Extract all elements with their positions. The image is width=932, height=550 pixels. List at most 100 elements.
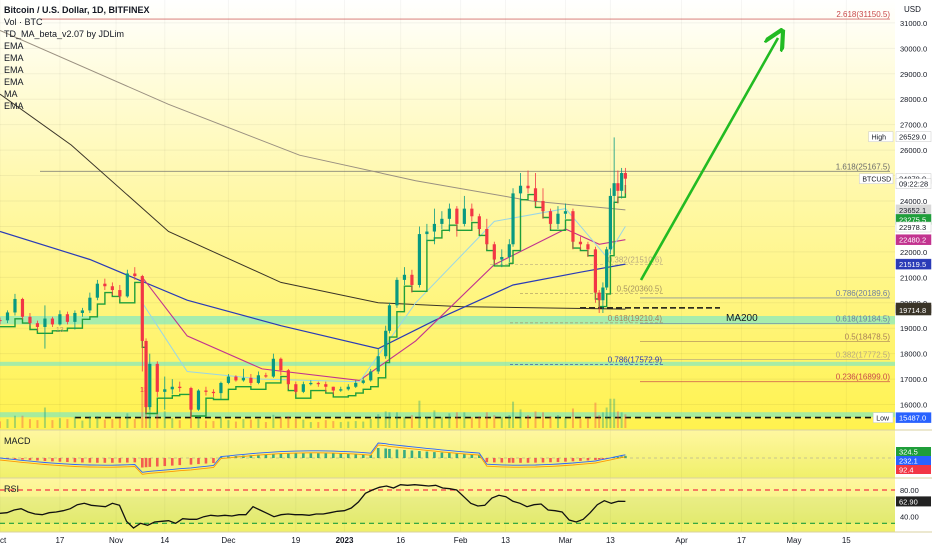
macd-hist-40 [294,453,298,458]
volume-bar-16 [118,418,121,428]
macd-hist-74 [541,458,545,463]
level-label-7: 0.5(18478.5) [845,332,891,341]
volume-bar-47 [347,421,350,428]
volume-bar-60 [440,417,443,428]
rsi-line [0,484,626,529]
candle-75 [548,211,553,224]
volume-bar-14 [103,419,106,428]
macd-hist-26 [189,458,193,465]
macd-hist-63 [463,453,466,458]
volume-bar-10 [73,416,76,428]
macd-hist-21 [148,458,152,467]
macd-hist-5 [36,458,39,461]
volume-bar-2 [13,415,16,428]
candle-24 [170,386,174,390]
candle-77 [563,211,568,214]
level-label-4: 0.786(20189.6) [836,289,891,298]
x-tick-3: 14 [160,536,169,545]
volume-bar-33 [242,419,245,428]
volume-bar-58 [425,417,428,428]
legend-ema-1[interactable]: EMA [4,41,24,51]
legend-ema-3[interactable]: EMA [4,65,24,75]
y-tick-0: 16000.0 [900,401,927,410]
candle-26 [189,388,193,410]
legend-ema-4[interactable]: EMA [4,77,24,87]
annotations: MA200 13 13 [56,313,758,394]
macd-hist-11 [81,458,84,463]
x-tick-2: Nov [109,536,123,545]
macd-hist-8 [58,458,62,462]
volume-bar-28 [204,420,207,428]
rsi-label[interactable]: RSI [4,484,20,494]
rsi-tag: 62.90 [899,497,918,506]
x-tick-0: Oct [0,536,7,545]
candle-69 [507,244,511,257]
legend-volume[interactable]: Vol · BTC [4,17,43,27]
macd-hist-48 [354,454,358,458]
level-label-0: 2.618(31150.5) [836,10,890,19]
volume-bar-50 [369,419,372,428]
legend-ema-2[interactable]: EMA [4,53,24,63]
legend-indicator[interactable]: TD_MA_beta_v2.07 by JDLim [4,29,125,39]
candle-42 [309,382,313,385]
candle-49 [361,380,365,383]
candle-7 [50,318,55,325]
price-tag-9: 19714.8 [899,306,926,315]
candle-22 [155,363,159,392]
y-tick-6: 22000.0 [900,248,927,257]
volume-bar-89 [624,414,627,428]
y-tick-5: 21000.0 [900,273,927,282]
y-tick-12: 28000.0 [900,95,927,104]
macd-hist-3 [21,458,24,460]
volume-bar-13 [96,416,99,428]
volume-bar-74 [541,412,544,428]
candle-16 [118,290,122,297]
price-tag-3: 23652.1 [899,206,926,215]
macd-hist-24 [170,458,174,466]
macd-tag-0: 324.5 [899,448,918,457]
volume-bar-84 [605,407,608,428]
macd-hist-10 [73,458,77,463]
macd-hist-27 [197,458,200,465]
legend-ma[interactable]: MA [4,89,18,99]
candle-14 [103,283,107,287]
macd-hist-18 [133,458,137,463]
volume-bar-55 [403,417,406,428]
legend-ema-5[interactable]: EMA [4,101,24,111]
macd-hist-22 [155,458,159,467]
candle-70 [511,193,515,245]
macd-hist-75 [549,458,552,463]
volume-bar-18 [133,419,136,428]
price-tag-bg-2 [895,178,932,189]
candle-64 [470,208,474,217]
macd-hist-37 [272,454,275,458]
volume-bar-78 [571,408,574,428]
macd-hist-51 [376,448,380,458]
price-tag-bg-9 [895,304,932,316]
y-tick-8: 24000.0 [900,197,927,206]
legend-title[interactable]: Bitcoin / U.S. Dollar, 1D, BITFINEX [4,5,150,15]
volume-bar-61 [448,413,451,428]
macd-hist-61 [448,453,451,458]
volume-bar-36 [264,422,267,428]
support-zones [0,316,895,418]
x-tick-14: May [786,536,801,545]
price-axis[interactable]: 16000.017000.018000.019000.020000.021000… [859,19,932,423]
y-tick-2: 18000.0 [900,350,927,359]
volume-bar-32 [234,421,237,428]
time-axis[interactable]: Oct 17 Nov 14 Dec 19 2023 16 Feb 13 Mar 13 Apr 17 May 1… [0,536,851,545]
candle-28 [204,390,208,392]
volume-bar-49 [362,421,365,428]
volume-bar-77 [564,418,567,428]
macd-tag-bg-2 [896,465,931,474]
volume-bar-30 [219,417,222,428]
macd-hist-34 [249,455,253,458]
macd-label[interactable]: MACD [4,436,31,446]
volume-bar-7 [51,420,54,428]
volume-bar-86 [613,398,616,428]
x-tick-7: 16 [396,536,405,545]
volume-bar-45 [332,421,335,428]
